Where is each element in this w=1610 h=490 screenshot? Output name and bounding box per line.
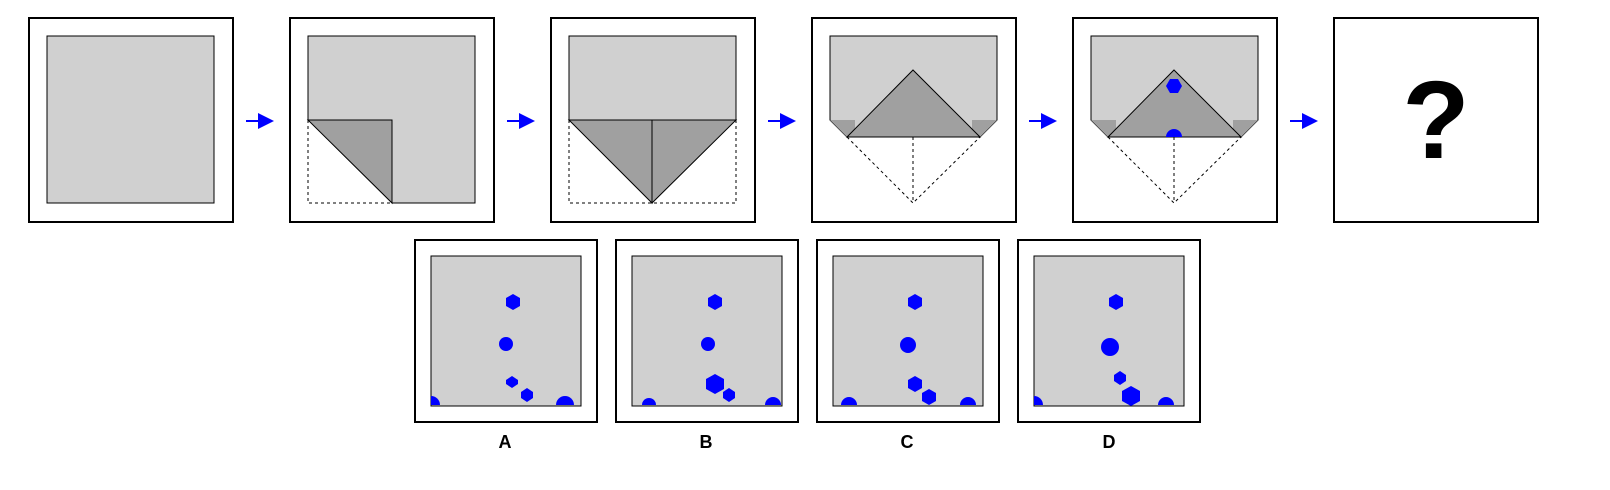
step-2-panel [289,17,495,223]
circle-hole-icon [1101,338,1119,356]
semicircle-hole-icon [960,397,976,405]
answer-frame [1333,17,1539,223]
circle-hole-icon [701,337,715,351]
semicircle-hole-icon [841,397,857,405]
semicircle-hole-icon [765,397,781,405]
answer-panel: ? [1333,17,1539,223]
hexagon-hole-icon [706,374,724,394]
semicircle-hole-icon [642,398,656,405]
paper-top-half [568,35,737,121]
step-3-panel [550,17,756,223]
option-d-paper [1033,255,1185,407]
option-b[interactable]: B [615,239,799,452]
option-c[interactable]: C [816,239,1000,452]
semicircle-hole-icon [1158,397,1174,405]
semicircle-hole-icon [1166,129,1182,137]
quarter-circle-hole-icon [1034,396,1043,405]
question-mark: ? [1402,59,1469,182]
option-a[interactable]: A [414,239,598,452]
hexagon-hole-icon [506,376,518,388]
hexagon-hole-icon [506,294,520,310]
hexagon-hole-icon [908,294,922,310]
circle-hole-icon [900,337,916,353]
folded-flap [306,119,393,205]
circle-hole-icon [499,337,513,351]
hexagon-hole-icon [708,294,722,310]
hexagon-hole-icon [723,388,735,402]
folded-away-outline [1107,136,1242,204]
hexagon-hole-icon [1109,294,1123,310]
semicircle-hole-icon [556,396,574,405]
hexagon-hole-icon [1114,371,1126,385]
hexagon-hole-icon [1166,79,1182,93]
step-1-panel [28,17,234,223]
option-d-label: D [1103,432,1116,452]
hexagon-hole-icon [521,388,533,402]
option-b-label: B [700,432,713,452]
hexagon-hole-icon [922,389,936,405]
folded-flap-right [651,119,738,205]
folded-triangle [845,69,982,138]
option-a-label: A [499,432,512,452]
step-5-panel [1072,17,1278,223]
hexagon-hole-icon [908,376,922,392]
quarter-circle-hole-icon [431,396,440,405]
option-c-label: C [901,432,914,452]
paper-square [46,35,215,204]
option-d[interactable]: D [1017,239,1201,452]
folded-away-outline [307,120,392,204]
hexagon-hole-icon [1122,386,1140,406]
step-4-panel [811,17,1017,223]
folded-away-outline [846,136,981,204]
